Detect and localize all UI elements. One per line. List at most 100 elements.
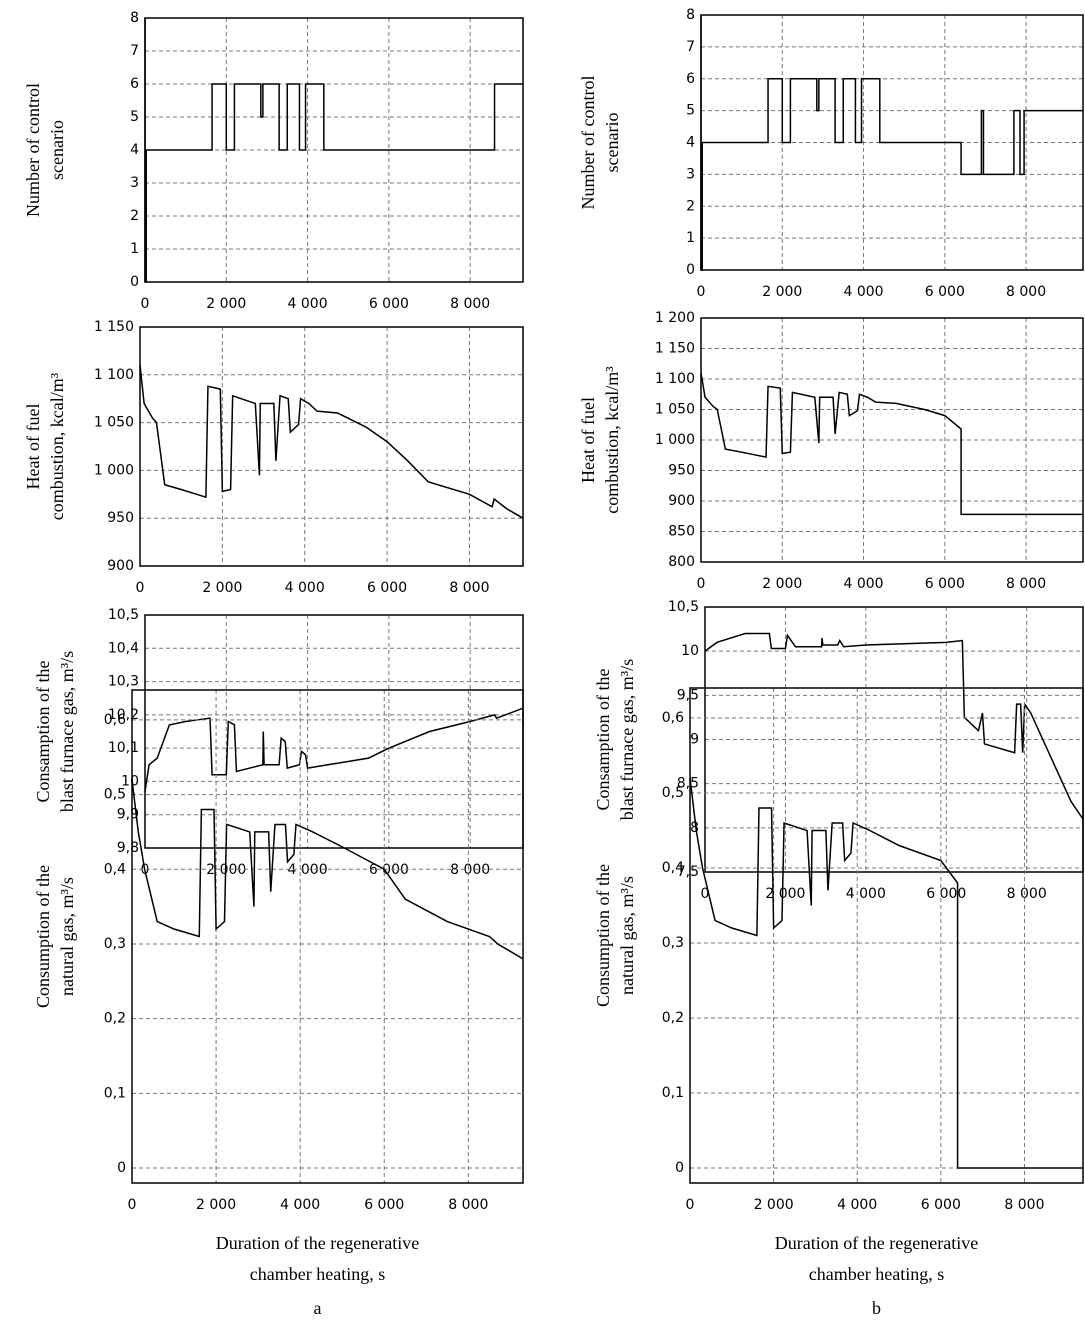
y-tick-label: 0,2	[104, 1011, 126, 1027]
y-tick-label: 0,1	[662, 1085, 684, 1101]
plot-frame	[689, 687, 1084, 1184]
y-tick-label: 1 100	[94, 367, 134, 383]
y-axis-label: scenario	[47, 120, 67, 180]
y-tick-label: 9,9	[117, 807, 139, 823]
y-tick-label: 0,3	[662, 935, 684, 951]
data-line	[131, 779, 524, 960]
y-tick-label: 2	[686, 198, 695, 214]
data-line	[704, 632, 1084, 820]
panel-caption: b	[872, 1298, 881, 1318]
y-tick-label: 1 050	[655, 402, 695, 418]
x-tick-label: 4 000	[280, 1197, 320, 1213]
x-tick-label: 4 000	[288, 862, 328, 878]
y-tick-label: 2	[130, 208, 139, 224]
y-tick-label: 1 200	[655, 310, 695, 326]
x-tick-label: 8 000	[1006, 576, 1046, 592]
x-tick-label: 6 000	[364, 1197, 404, 1213]
y-tick-label: 950	[668, 463, 695, 479]
x-tick-label: 2 000	[206, 296, 246, 312]
y-tick-label: 0	[117, 1160, 126, 1176]
y-axis-label: Consamption of the	[33, 661, 53, 803]
x-tick-label: 0	[701, 886, 710, 902]
x-tick-label: 6 000	[925, 284, 965, 300]
x-tick-label: 0	[697, 576, 706, 592]
y-axis-label: Consumption of the	[33, 865, 53, 1008]
y-tick-label: 4	[686, 135, 695, 151]
y-tick-label: 3	[130, 175, 139, 191]
y-tick-label: 1 150	[655, 341, 695, 357]
x-tick-label: 4 000	[844, 284, 884, 300]
x-tick-label: 4 000	[844, 576, 884, 592]
y-tick-label: 7	[686, 39, 695, 55]
y-tick-label: 900	[668, 493, 695, 509]
y-tick-label: 10,3	[108, 674, 139, 690]
y-tick-label: 10,5	[108, 607, 139, 623]
y-tick-label: 10	[121, 773, 139, 789]
y-axis-label: blast furnace gas, m³/s	[57, 651, 77, 812]
y-axis-label: Consumption of the	[593, 864, 613, 1007]
y-tick-label: 0,2	[662, 1010, 684, 1026]
x-tick-label: 2 000	[202, 580, 242, 596]
y-tick-label: 0,1	[104, 1085, 126, 1101]
x-tick-label: 8 000	[450, 296, 490, 312]
data-line	[144, 707, 524, 792]
y-tick-label: 5	[686, 103, 695, 119]
y-tick-label: 9,8	[117, 840, 139, 856]
y-tick-label: 10,4	[108, 640, 139, 656]
y-tick-label: 8	[130, 10, 139, 26]
x-tick-label: 4 000	[837, 1197, 877, 1213]
y-tick-label: 7	[130, 43, 139, 59]
y-tick-label: 8,5	[677, 776, 699, 792]
x-tick-label: 8 000	[1007, 886, 1047, 902]
y-tick-label: 0,6	[662, 710, 684, 726]
y-axis-label: Number of control	[578, 76, 598, 210]
plot-frame	[139, 326, 524, 567]
y-tick-label: 1 000	[94, 462, 134, 478]
x-tick-label: 2 000	[754, 1197, 794, 1213]
x-tick-label: 8 000	[450, 862, 490, 878]
y-tick-label: 4	[130, 142, 139, 158]
x-tick-label: 8 000	[1004, 1197, 1044, 1213]
y-axis-label: Consamption of the	[593, 669, 613, 811]
x-axis-label: chamber heating, s	[809, 1264, 944, 1284]
y-tick-label: 0,5	[662, 785, 684, 801]
data-line	[144, 18, 523, 283]
x-tick-label: 6 000	[925, 576, 965, 592]
y-tick-label: 9,5	[677, 687, 699, 703]
y-tick-label: 9	[690, 732, 699, 748]
x-tick-label: 2 000	[196, 1197, 236, 1213]
y-axis-label: natural gas, m³/s	[617, 876, 637, 995]
y-tick-label: 1	[686, 230, 695, 246]
y-tick-label: 0,4	[662, 860, 684, 876]
y-axis-label: combustion, kcal/m³	[47, 372, 67, 520]
y-axis-label: Number of control	[23, 83, 43, 217]
x-tick-label: 0	[141, 296, 150, 312]
x-tick-label: 4 000	[288, 296, 328, 312]
x-tick-label: 0	[136, 580, 145, 596]
x-tick-label: 8 000	[448, 1197, 488, 1213]
y-tick-label: 0,3	[104, 936, 126, 952]
y-tick-label: 6	[686, 71, 695, 87]
y-tick-label: 8	[686, 7, 695, 23]
plot-frame	[131, 689, 524, 1184]
x-axis-label: chamber heating, s	[250, 1264, 385, 1284]
y-axis-label: Heat of fuel	[23, 404, 43, 490]
y-tick-label: 0	[675, 1160, 684, 1176]
y-axis-label: natural gas, m³/s	[57, 877, 77, 996]
y-tick-label: 10,2	[108, 707, 139, 723]
y-tick-label: 10,5	[668, 599, 699, 615]
y-tick-label: 800	[668, 554, 695, 570]
y-tick-label: 1 100	[655, 371, 695, 387]
x-tick-label: 2 000	[765, 886, 805, 902]
y-tick-label: 0,4	[104, 861, 126, 877]
y-tick-label: 10	[681, 643, 699, 659]
y-tick-label: 8	[690, 820, 699, 836]
y-tick-label: 900	[107, 558, 134, 574]
x-tick-label: 2 000	[762, 576, 802, 592]
y-tick-label: 3	[686, 166, 695, 182]
y-tick-label: 1	[130, 241, 139, 257]
data-line	[700, 15, 1083, 271]
x-tick-label: 8 000	[1006, 284, 1046, 300]
y-tick-label: 850	[668, 524, 695, 540]
